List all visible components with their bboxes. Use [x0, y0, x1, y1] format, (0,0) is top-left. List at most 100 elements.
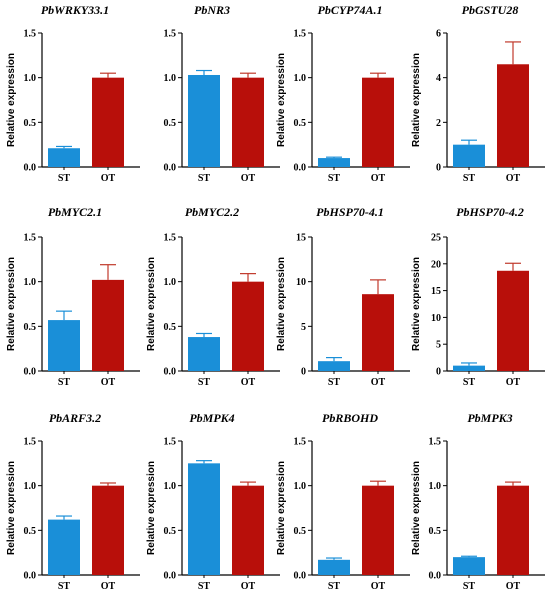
y-tick-label: 1.0: [164, 277, 177, 288]
x-tick-label: OT: [241, 173, 256, 184]
x-tick-label: ST: [463, 173, 476, 184]
y-tick-label: 0.0: [24, 571, 37, 582]
chart-panel: PbMPK4 Relative expression 0.0 0.5 1.0 1.5 ST O…: [146, 411, 280, 592]
y-tick-label: 0.0: [164, 163, 177, 174]
y-axis-label: Relative expression: [146, 257, 157, 351]
y-tick-label: 1.0: [164, 73, 177, 84]
y-tick-label: 15: [296, 233, 306, 244]
y-tick-label: 1.0: [24, 277, 37, 288]
x-tick-label: OT: [371, 377, 386, 388]
chart-panel: PbCYP74A.1 Relative expression 0.0 0.5 1.0 1.…: [276, 3, 410, 184]
x-tick-label: ST: [58, 173, 71, 184]
y-tick-label: 1.0: [24, 73, 37, 84]
bar-ot: [497, 485, 529, 575]
y-tick-label: 1.5: [294, 437, 307, 448]
bar-st: [48, 148, 80, 167]
bar-ot: [92, 485, 124, 575]
chart-panel: PbMYC2.1 Relative expression 0.0 0.5 1.0 1.5 S…: [6, 205, 140, 388]
y-tick-label: 0.0: [24, 163, 37, 174]
x-tick-label: ST: [198, 581, 211, 592]
chart-panel: PbWRKY33.1 Relative expression 0.0 0.5 1.0 1.…: [6, 3, 140, 184]
chart-panel: PbARF3.2 Relative expression 0.0 0.5 1.0 1.5 S…: [6, 411, 140, 592]
y-tick-label: 1.5: [164, 29, 177, 40]
y-tick-label: 0.5: [164, 526, 177, 537]
y-axis-label: Relative expression: [6, 461, 17, 555]
chart-panel: PbGSTU28 Relative expression 0 2 4 6 ST OT: [411, 3, 545, 184]
x-tick-label: ST: [328, 581, 341, 592]
bar-st: [318, 158, 350, 167]
bar-ot: [497, 64, 529, 167]
x-tick-label: OT: [101, 377, 116, 388]
bar-ot: [362, 77, 394, 167]
y-axis-label: Relative expression: [276, 257, 287, 351]
bar-st: [453, 365, 485, 371]
x-tick-label: ST: [58, 377, 71, 388]
y-tick-label: 1.0: [294, 73, 307, 84]
bar-st: [188, 337, 220, 371]
y-tick-label: 0.5: [24, 526, 37, 537]
bar-ot: [92, 279, 124, 371]
y-tick-label: 0: [436, 367, 441, 378]
y-tick-label: 1.0: [164, 481, 177, 492]
bar-st: [188, 463, 220, 575]
y-tick-label: 20: [431, 259, 441, 270]
y-tick-label: 0.0: [24, 367, 37, 378]
y-tick-label: 1.5: [164, 233, 177, 244]
bar-ot: [232, 485, 264, 575]
y-tick-label: 0.5: [294, 118, 307, 129]
y-tick-label: 0.0: [429, 571, 442, 582]
chart-title: PbGSTU28: [462, 3, 519, 17]
y-tick-label: 5: [436, 340, 441, 351]
chart-title: PbRBOHD: [322, 411, 378, 425]
x-tick-label: OT: [241, 377, 256, 388]
bar-ot: [232, 77, 264, 167]
x-tick-label: ST: [198, 173, 211, 184]
y-axis-label: Relative expression: [411, 53, 422, 147]
bar-ot: [362, 294, 394, 371]
x-tick-label: OT: [241, 581, 256, 592]
x-tick-label: ST: [198, 377, 211, 388]
y-tick-label: 1.0: [294, 481, 307, 492]
y-tick-label: 1.0: [429, 481, 442, 492]
chart-title: PbARF3.2: [49, 411, 101, 425]
y-tick-label: 2: [436, 118, 441, 129]
y-tick-label: 10: [296, 277, 306, 288]
y-tick-label: 0.0: [164, 571, 177, 582]
x-tick-label: OT: [371, 581, 386, 592]
x-tick-label: OT: [101, 173, 116, 184]
chart-panel: PbRBOHD Relative expression 0.0 0.5 1.0 1.5 ST…: [276, 411, 410, 592]
x-tick-label: OT: [506, 173, 521, 184]
x-tick-label: OT: [506, 377, 521, 388]
bar-ot: [497, 270, 529, 371]
y-tick-label: 0.5: [164, 118, 177, 129]
chart-title: PbHSP70-4.1: [316, 205, 384, 219]
y-tick-label: 25: [431, 233, 441, 244]
x-tick-label: ST: [463, 377, 476, 388]
y-axis-label: Relative expression: [276, 53, 287, 147]
y-tick-label: 0: [301, 367, 306, 378]
chart-title: PbWRKY33.1: [41, 3, 109, 17]
bar-ot: [362, 485, 394, 575]
chart-title: PbCYP74A.1: [318, 3, 383, 17]
y-tick-label: 1.5: [24, 233, 37, 244]
bar-st: [453, 557, 485, 575]
y-axis-label: Relative expression: [6, 53, 17, 147]
chart-panel: PbMPK3 Relative expression 0.0 0.5 1.0 1.5 ST O…: [411, 411, 545, 592]
y-tick-label: 10: [431, 313, 441, 324]
bar-st: [48, 519, 80, 575]
y-tick-label: 0.5: [24, 322, 37, 333]
bar-st: [188, 74, 220, 167]
y-axis-label: Relative expression: [276, 461, 287, 555]
y-axis-label: Relative expression: [6, 257, 17, 351]
x-tick-label: ST: [58, 581, 71, 592]
chart-title: PbMYC2.1: [48, 205, 102, 219]
bar-st: [318, 559, 350, 575]
x-tick-label: OT: [101, 581, 116, 592]
x-tick-label: OT: [371, 173, 386, 184]
y-tick-label: 0.5: [429, 526, 442, 537]
y-tick-label: 0.0: [294, 571, 307, 582]
y-tick-label: 0.5: [294, 526, 307, 537]
bar-ot: [232, 281, 264, 371]
chart-panel: PbHSP70-4.1 Relative expression 0 5 10 15 ST OT: [276, 205, 410, 388]
